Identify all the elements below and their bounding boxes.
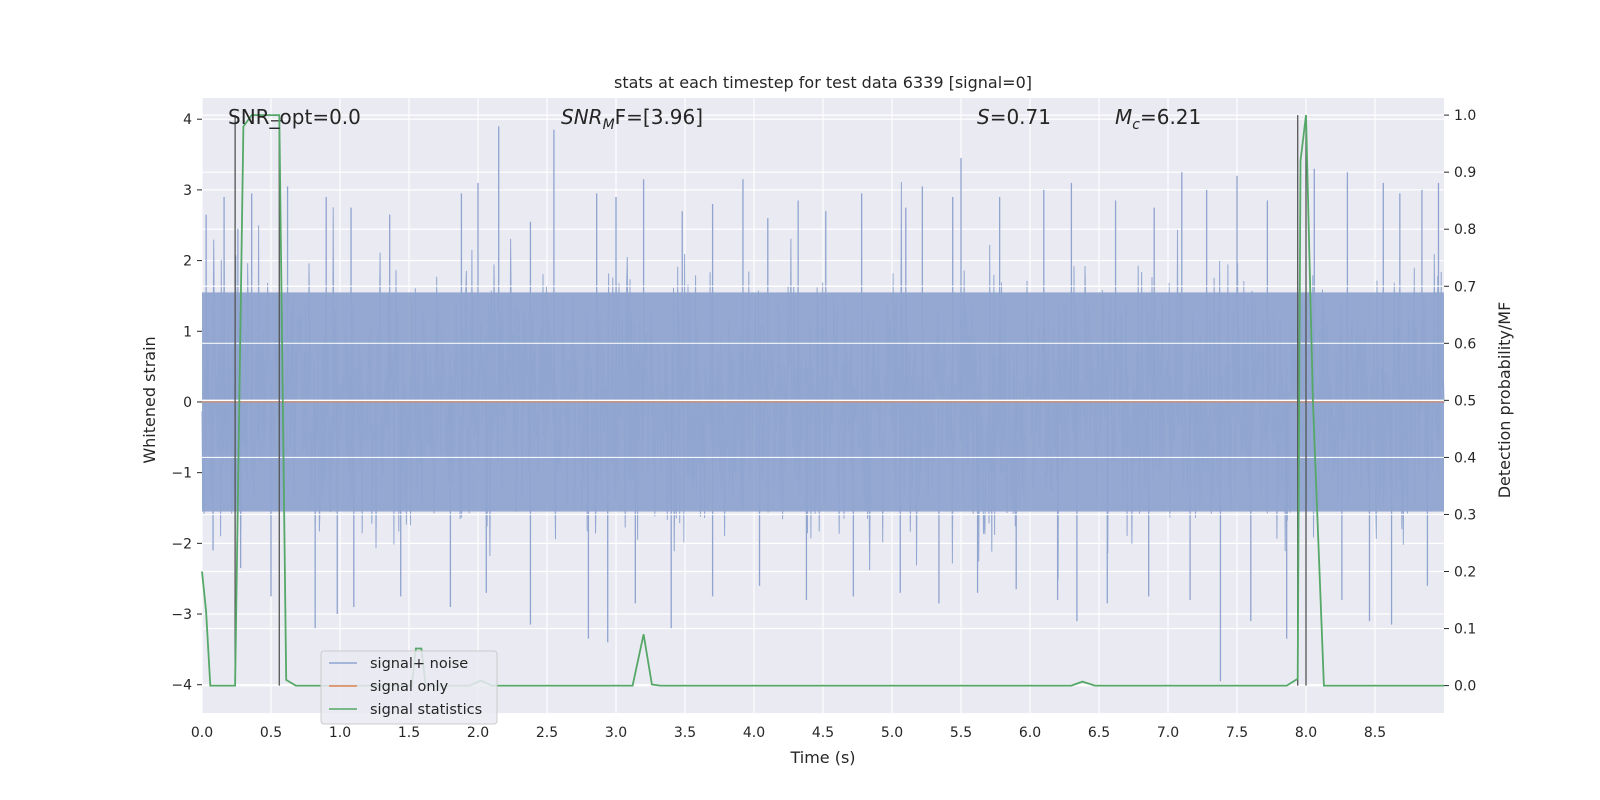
- y-tick-label: 0: [183, 395, 192, 411]
- grid-right-axis: [202, 285, 1444, 516]
- y-tick-label: −1: [171, 466, 192, 482]
- x-tick-label: 3.0: [605, 725, 627, 741]
- x-tick-label: 1.0: [329, 725, 351, 741]
- y2-tick-label: 0.8: [1454, 222, 1476, 238]
- annotation-s-value: =0.71: [990, 105, 1051, 129]
- annotation-s-symbol: S: [977, 105, 990, 129]
- legend: signal+ noise signal only signal statist…: [320, 650, 498, 725]
- y-tick-label: 1: [183, 324, 192, 340]
- x-axis-label: Time (s): [789, 748, 855, 767]
- y-tick-label: −3: [171, 607, 192, 623]
- y2-tick-label: 0.5: [1454, 393, 1476, 409]
- annotation-s: S=0.71: [977, 105, 1051, 129]
- y2-axis-label: Detection probability/MF: [1495, 302, 1514, 499]
- x-tick-label: 6.0: [1019, 725, 1041, 741]
- y2-tick-label: 0.3: [1454, 507, 1476, 523]
- chart-title: stats at each timestep for test data 633…: [614, 73, 1032, 92]
- y-tick-label: −4: [171, 678, 192, 694]
- legend-box: [320, 650, 498, 725]
- x-tick-label: 6.5: [1088, 725, 1110, 741]
- annotation-mc: Mc=6.21: [1115, 105, 1201, 133]
- y-axis-right: 1.0 0.9 0.8 0.7 0.6 0.5 0.4 0.3 0.2 0.1 0.0: [1444, 108, 1476, 695]
- legend-label-signal-noise: signal+ noise: [370, 656, 468, 672]
- x-tick-label: 7.5: [1226, 725, 1248, 741]
- x-tick-label: 1.5: [398, 725, 420, 741]
- annotation-snr-mf: SNRMF=[3.96]: [561, 105, 703, 133]
- y2-tick-label: 0.9: [1454, 165, 1476, 181]
- y-tick-label: 3: [183, 183, 192, 199]
- x-tick-label: 2.0: [467, 725, 489, 741]
- y-axis-label: Whitened strain: [140, 336, 159, 463]
- x-tick-label: 3.5: [674, 725, 696, 741]
- x-tick-label: 8.0: [1295, 725, 1317, 741]
- x-tick-label: 0.5: [260, 725, 282, 741]
- annotation-snr-mf-subscript: M: [603, 117, 615, 133]
- y2-tick-label: 0.0: [1454, 679, 1476, 695]
- x-tick-label: 8.5: [1364, 725, 1386, 741]
- y2-tick-label: 1.0: [1454, 108, 1476, 124]
- annotation-snr-opt: SNR_opt=0.0: [228, 105, 361, 129]
- legend-label-signal-only: signal only: [370, 679, 449, 695]
- y2-tick-label: 0.7: [1454, 279, 1476, 295]
- x-tick-label: 4.0: [743, 725, 765, 741]
- y2-tick-label: 0.4: [1454, 450, 1476, 466]
- x-tick-label: 2.5: [536, 725, 558, 741]
- y-axis-left: 4 3 2 1 0 −1 −2 −3 −4: [171, 112, 202, 694]
- annotation-mc-value: =6.21: [1140, 105, 1201, 129]
- y2-tick-label: 0.1: [1454, 622, 1476, 638]
- annotation-mc-symbol: M: [1115, 105, 1132, 129]
- x-tick-label: 5.0: [881, 725, 903, 741]
- y-tick-label: 4: [183, 112, 192, 128]
- y-tick-label: −2: [171, 536, 192, 552]
- x-tick-label: 4.5: [812, 725, 834, 741]
- x-tick-label: 5.5: [950, 725, 972, 741]
- x-axis: 0.0 0.5 1.0 1.5 2.0 2.5 3.0 3.5 4.0 4.5 5.0 5.5 6.0 6…: [191, 725, 1386, 741]
- annotation-mc-subscript: c: [1132, 117, 1140, 133]
- x-tick-label: 0.0: [191, 725, 213, 741]
- y2-tick-label: 0.2: [1454, 565, 1476, 581]
- annotation-snr-mf-value: F=[3.96]: [615, 105, 703, 129]
- x-tick-label: 7.0: [1157, 725, 1179, 741]
- y-tick-label: 2: [183, 254, 192, 270]
- annotation-snr-mf-symbol: SNR: [561, 105, 603, 129]
- legend-label-signal-statistics: signal statistics: [370, 702, 482, 718]
- y2-tick-label: 0.6: [1454, 336, 1476, 352]
